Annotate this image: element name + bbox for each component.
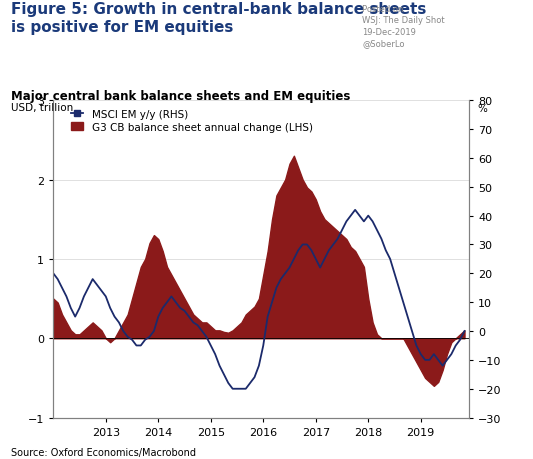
- Text: USD, trillion: USD, trillion: [11, 103, 73, 113]
- Text: %: %: [477, 103, 487, 113]
- Text: Posted on: Posted on: [362, 5, 404, 14]
- Text: WSJ: The Daily Shot: WSJ: The Daily Shot: [362, 16, 445, 25]
- Text: Figure 5: Growth in central-bank balance sheets
is positive for EM equities: Figure 5: Growth in central-bank balance…: [11, 2, 426, 35]
- Text: Major central bank balance sheets and EM equities: Major central bank balance sheets and EM…: [11, 90, 350, 102]
- Text: Source: Oxford Economics/Macrobond: Source: Oxford Economics/Macrobond: [11, 447, 196, 457]
- Text: 19-Dec-2019: 19-Dec-2019: [362, 28, 416, 37]
- Legend: MSCI EM y/y (RHS), G3 CB balance sheet annual change (LHS): MSCI EM y/y (RHS), G3 CB balance sheet a…: [71, 109, 313, 132]
- Text: @SoberLo: @SoberLo: [362, 39, 405, 48]
